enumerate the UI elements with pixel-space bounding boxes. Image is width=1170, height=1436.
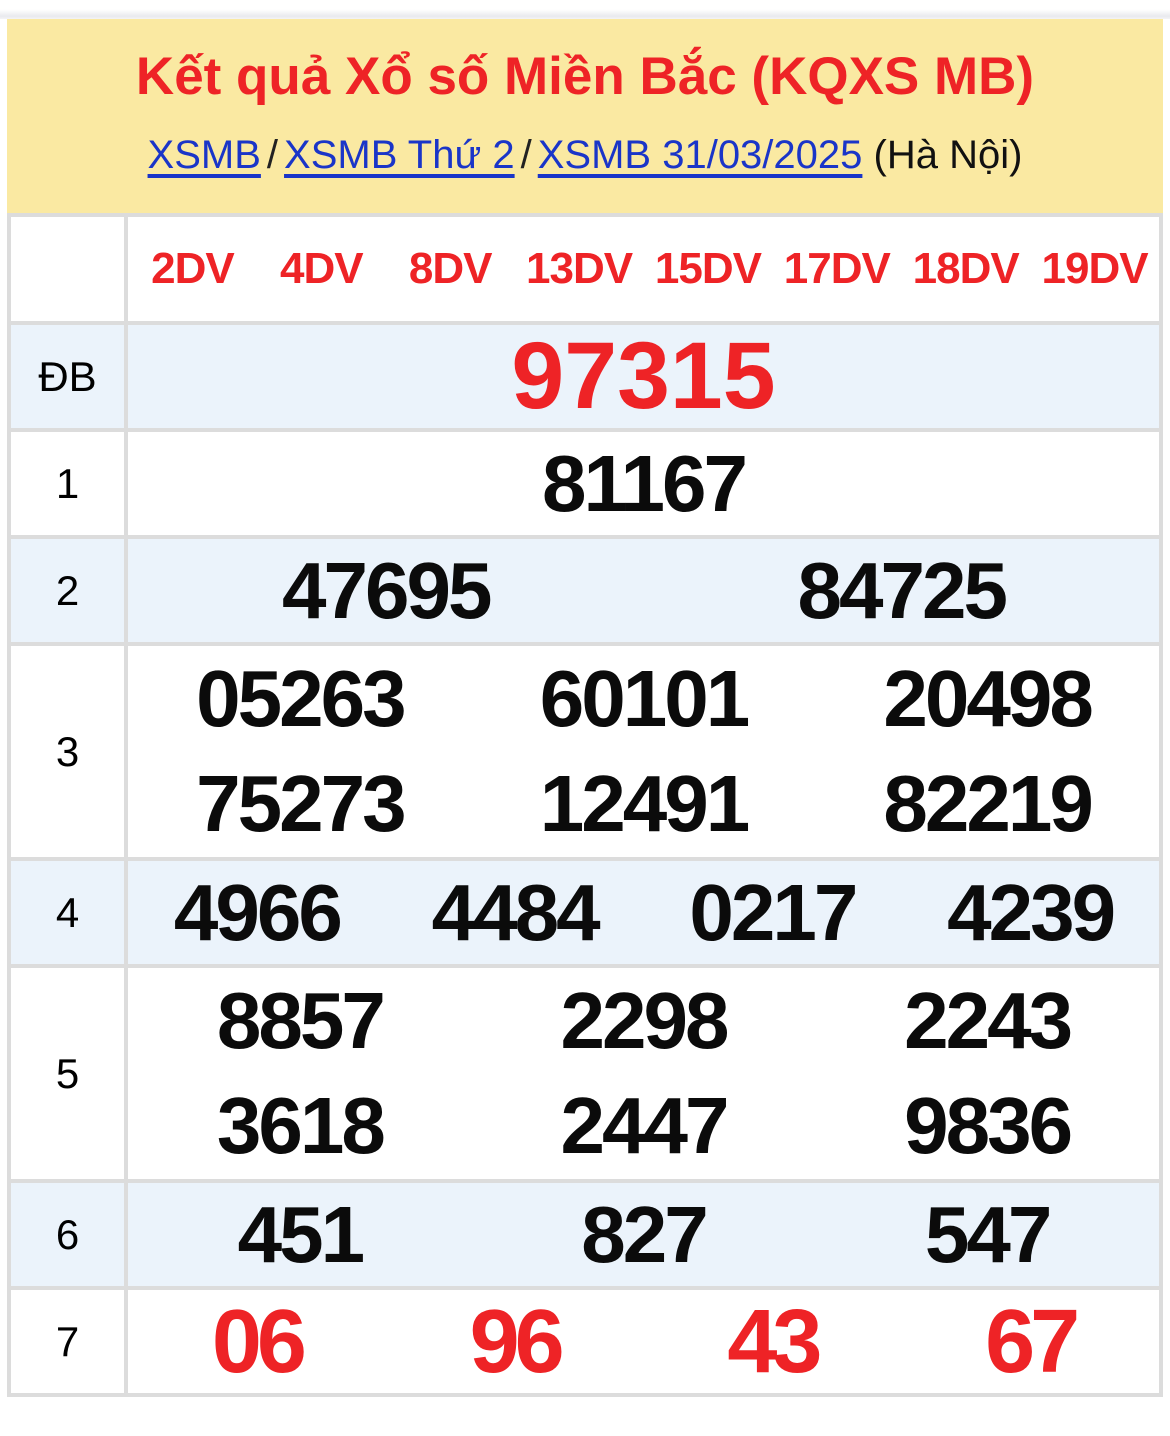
prize-number: 4239 [947, 867, 1116, 957]
prize-number: 9836 [904, 1081, 1073, 1171]
prize-label: 2 [7, 535, 128, 646]
prize-values-cell: 8857 2298 2243 3618 2447 9836 [124, 964, 1163, 1183]
prize-row-7: 7 06 96 43 67 [7, 1286, 1163, 1397]
prize-number: 547 [924, 1189, 1052, 1279]
prize-label: 7 [7, 1286, 128, 1397]
prize-label: 4 [7, 857, 128, 968]
breadcrumb-separator: / [520, 132, 532, 177]
prize-row-2: 2 47695 84725 [7, 535, 1163, 646]
breadcrumb-location: (Hà Nội) [873, 132, 1023, 177]
prize-number: 81167 [541, 438, 748, 528]
prize-number: 47695 [282, 545, 492, 635]
prize-label: ĐB [7, 321, 128, 432]
prize-number: 827 [581, 1189, 708, 1279]
prize-values-cell: 05263 60101 20498 75273 12491 82219 [124, 642, 1163, 861]
prize-number: 05263 [196, 653, 406, 743]
top-strip [0, 0, 1170, 19]
prize-values-cell: 47695 84725 [124, 535, 1163, 646]
page-title: Kết quả Xổ số Miền Bắc (KQXS MB) [135, 47, 1035, 106]
dv-tab-19dv[interactable]: 19DV [1041, 244, 1149, 293]
dv-tab-2dv[interactable]: 2DV [151, 244, 235, 293]
breadcrumb-separator: / [266, 132, 279, 177]
prize-values-cell: 81167 [124, 428, 1163, 539]
prize-number: 67 [985, 1291, 1080, 1392]
prize-label: 1 [7, 428, 128, 539]
dv-tab-8dv[interactable]: 8DV [408, 244, 493, 293]
prize-number: 0217 [689, 867, 858, 957]
prize-label: 5 [7, 964, 128, 1183]
prize-number: 84725 [797, 545, 1008, 635]
prize-number: 96 [469, 1291, 565, 1392]
prize-values-cell: 4966 4484 0217 4239 [124, 857, 1163, 968]
prize-number: 97315 [511, 323, 776, 429]
prize-number: 82219 [883, 759, 1093, 849]
prize-values-cell: 97315 [124, 321, 1163, 432]
prize-label: 6 [7, 1179, 128, 1290]
prize-number: 4484 [431, 867, 601, 957]
dv-tab-13dv[interactable]: 13DV [526, 244, 633, 293]
prize-number: 60101 [539, 653, 750, 743]
dv-tab-17dv[interactable]: 17DV [783, 244, 891, 293]
digit-view-header-row: 2DV 4DV 8DV 13DV 15DV 17DV 18DV 19DV [7, 213, 1163, 325]
results-table: 2DV 4DV 8DV 13DV 15DV 17DV 18DV 19DV ĐB 97315 1 811… [7, 213, 1163, 1397]
prize-number: 2447 [560, 1081, 730, 1171]
prize-number: 2298 [560, 975, 730, 1065]
prize-values-cell: 06 96 43 67 [124, 1286, 1163, 1397]
prize-number: 451 [237, 1189, 365, 1279]
dv-tab-18dv[interactable]: 18DV [912, 244, 1020, 293]
dv-tab-4dv[interactable]: 4DV [280, 244, 364, 293]
prize-number: 06 [211, 1291, 307, 1392]
results-banner: Kết quả Xổ số Miền Bắc (KQXS MB) XSMB / XS… [7, 19, 1163, 213]
prize-row-4: 4 4966 4484 0217 4239 [7, 857, 1163, 968]
prize-values-cell: 451 827 547 [124, 1179, 1163, 1290]
prize-row-3: 3 05263 60101 20498 75273 12491 82219 [7, 642, 1163, 861]
dv-tab-15dv[interactable]: 15DV [654, 244, 762, 293]
breadcrumb-link-xsmb-weekday[interactable]: XSMB Thứ 2 [284, 132, 515, 177]
prize-number: 3618 [216, 1081, 386, 1171]
breadcrumb-link-xsmb[interactable]: XSMB [147, 132, 261, 177]
prize-number: 12491 [539, 759, 750, 849]
prize-number: 75273 [196, 759, 406, 849]
prize-number: 8857 [216, 975, 386, 1065]
breadcrumb-link-xsmb-date[interactable]: XSMB 31/03/2025 [537, 132, 863, 177]
breadcrumb: XSMB / XSMB Thứ 2/XSMB 31/03/2025 (Hà Nội) [7, 133, 1163, 178]
prize-label [7, 213, 128, 325]
prize-number: 2243 [904, 975, 1073, 1065]
prize-number: 4966 [173, 867, 343, 957]
prize-number: 43 [727, 1291, 822, 1392]
prize-row-db: ĐB 97315 [7, 321, 1163, 432]
prize-row-6: 6 451 827 547 [7, 1179, 1163, 1290]
prize-row-1: 1 81167 [7, 428, 1163, 539]
prize-number: 20498 [883, 653, 1093, 743]
prize-values-cell: 2DV 4DV 8DV 13DV 15DV 17DV 18DV 19DV [124, 213, 1163, 325]
prize-row-5: 5 8857 2298 2243 3618 2447 9836 [7, 964, 1163, 1183]
page-container: Kết quả Xổ số Miền Bắc (KQXS MB) XSMB / XS… [0, 19, 1170, 1397]
prize-label: 3 [7, 642, 128, 861]
